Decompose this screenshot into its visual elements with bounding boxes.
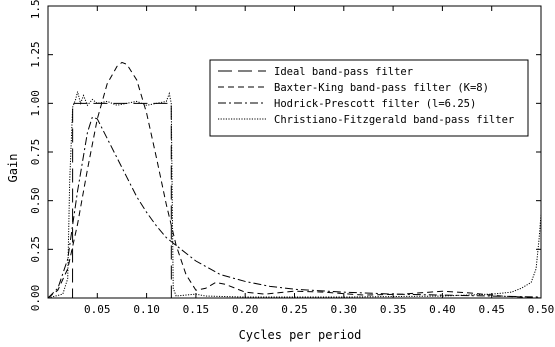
legend-label-3: Hodrick-Prescott filter (l=6.25) [274, 98, 476, 110]
x-tick-label: 0.50 [528, 303, 555, 316]
series-line-3 [47, 116, 542, 299]
y-tick-label: 0.25 [29, 236, 42, 262]
series-line-4 [47, 91, 542, 299]
x-tick-label: 0.25 [281, 303, 308, 316]
x-tick-label: 0.35 [380, 303, 407, 316]
plot-border [47, 5, 542, 299]
series-layer [47, 61, 542, 299]
x-tick-label: 0.45 [478, 303, 505, 316]
y-tick-label: 1.25 [29, 41, 42, 68]
y-axis-title: Gain [6, 154, 20, 183]
x-tick-label: 0.05 [84, 303, 111, 316]
x-tick-label: 0.20 [232, 303, 259, 316]
legend-label-2: Baxter-King band-pass filter (K=8) [274, 82, 489, 94]
x-tick-label: 0.15 [183, 303, 210, 316]
y-tick-label: 0.75 [29, 139, 42, 166]
legend-box [209, 59, 529, 137]
series-line-1 [48, 102, 541, 299]
y-tick-label: 0.00 [29, 285, 42, 312]
x-tick-label: 0.30 [331, 303, 358, 316]
y-axis: 0.00 0.25 0.50 0.75 1.00 1.25 1.50 [29, 0, 541, 311]
plot-frame [47, 5, 542, 299]
x-tick-label: 0.40 [429, 303, 456, 316]
x-tick-label: 0.10 [133, 303, 160, 316]
x-axis: 0.05 0.10 0.15 0.20 0.25 0.30 0.35 0.40 0.45 0.50 [84, 6, 554, 316]
legend: Ideal band-pass filter Baxter-King band-p… [209, 59, 529, 137]
y-tick-label: 1.00 [29, 90, 42, 117]
legend-label-1: Ideal band-pass filter [274, 66, 413, 78]
y-tick-label: 1.50 [29, 0, 42, 19]
x-axis-title: Cycles per period [239, 328, 362, 342]
legend-label-4: Christiano-Fitzgerald band-pass filter [274, 114, 514, 126]
y-tick-label: 0.50 [29, 187, 42, 214]
